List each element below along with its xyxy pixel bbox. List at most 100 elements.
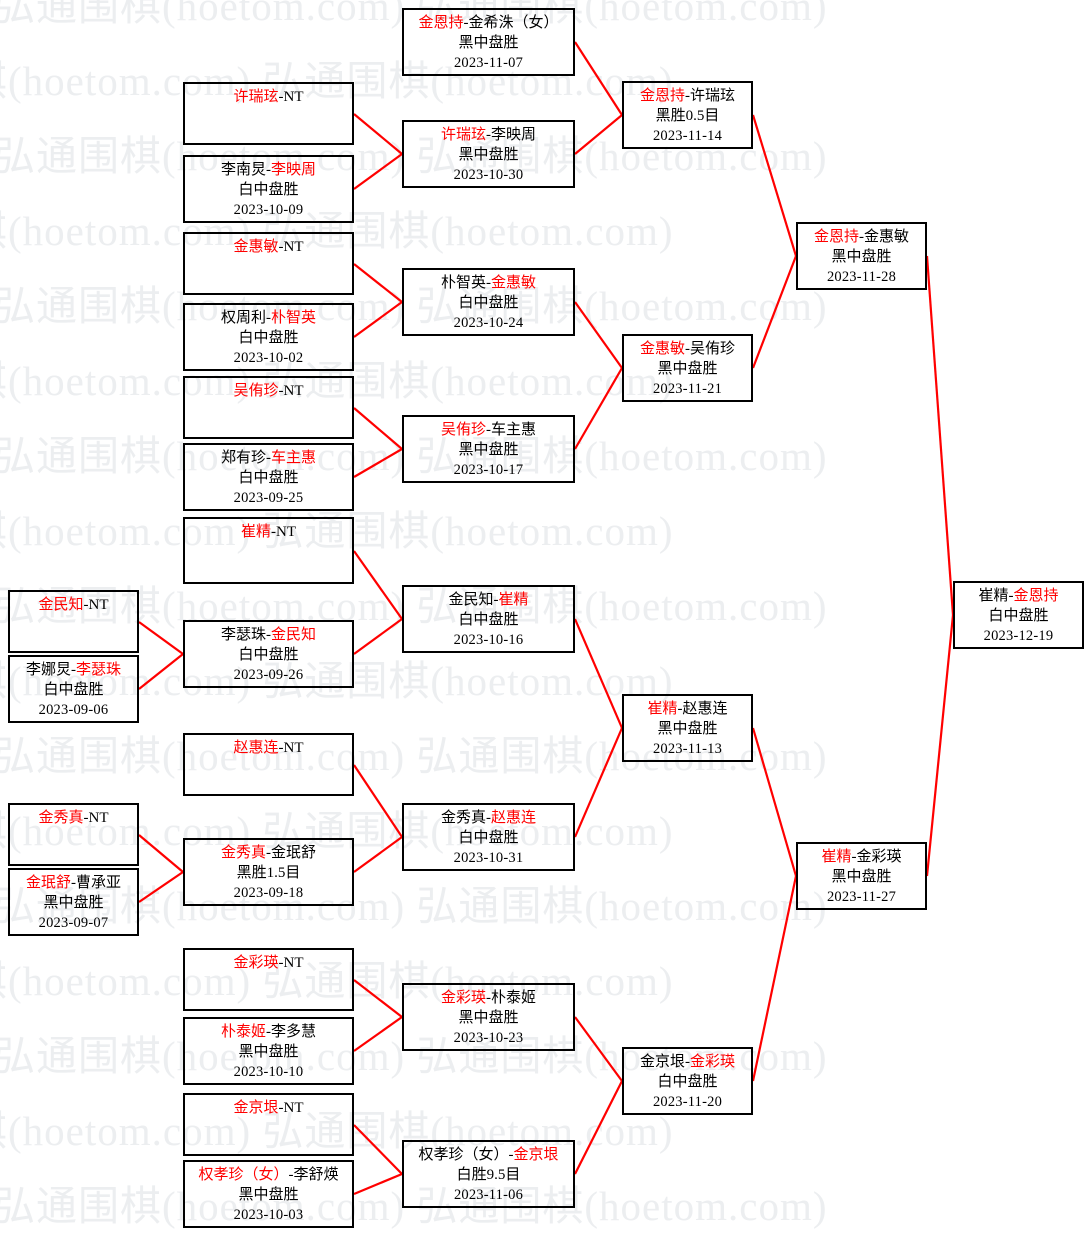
player-a-name: 金民知 — [448, 592, 494, 608]
match-box[interactable]: 金惠敏-吴侑珍 黑中盘胜 2023-11-21 — [622, 334, 753, 402]
match-date: 2023-10-09 — [233, 202, 304, 218]
match-players: 权周利-朴智英 — [185, 308, 352, 328]
match-box[interactable]: 崔精-赵惠连 黑中盘胜 2023-11-13 — [622, 694, 753, 762]
connector-line — [751, 727, 798, 877]
match-players: 金恩持-金希洙（女） — [404, 13, 573, 33]
match-result: 白中盘胜 — [43, 682, 104, 698]
match-box[interactable]: 权孝珍（女）-李舒煐 黑中盘胜 2023-10-03 — [183, 1160, 354, 1228]
match-players: 李娜炅-李瑟珠 — [10, 660, 137, 680]
player-separator: - — [685, 341, 690, 357]
match-players: 金彩瑛-NT — [185, 953, 352, 973]
match-result: 白中盘胜 — [238, 182, 299, 198]
player-a-name: 吴侑珍 — [233, 383, 279, 399]
connector-line — [353, 836, 403, 873]
watermark-text: 弘通围棋(hoetom.com) 弘通围棋(hoetom.com) — [0, 208, 674, 254]
player-b-name: 金希洙（女） — [468, 15, 559, 31]
player-a-name: 赵惠连 — [233, 740, 279, 756]
match-box[interactable]: 金京垠-NT — [183, 1093, 354, 1156]
match-result: 黑中盘胜 — [831, 869, 892, 885]
match-box[interactable]: 金秀真-NT — [8, 803, 139, 866]
match-box[interactable]: 崔精-NT — [183, 517, 354, 584]
match-players: 许瑞玹-NT — [185, 87, 352, 107]
match-box[interactable]: 金珉舒-曹承亚 黑中盘胜 2023-09-07 — [8, 868, 139, 936]
player-a-name: 金惠敏 — [639, 341, 685, 357]
match-box[interactable]: 朴泰姬-李多慧 黑中盘胜 2023-10-10 — [183, 1017, 354, 1085]
player-b-name: 李瑟珠 — [76, 662, 122, 678]
player-a-name: 金恩持 — [418, 15, 464, 31]
match-box[interactable]: 金恩持-金希洙（女） 黑中盘胜 2023-11-07 — [402, 8, 575, 76]
player-a-name: 崔精 — [978, 588, 1009, 604]
match-date: 2023-09-25 — [233, 490, 304, 506]
match-date: 2023-11-06 — [453, 1187, 524, 1203]
player-separator: - — [486, 127, 491, 143]
match-box[interactable]: 李南炅-李映周 白中盘胜 2023-10-09 — [183, 155, 354, 223]
match-box[interactable]: 郑有珍-车主惠 白中盘胜 2023-09-25 — [183, 443, 354, 511]
player-a-name: 权孝珍（女） — [198, 1167, 289, 1183]
match-box[interactable]: 金京垠-金彩瑛 白中盘胜 2023-11-20 — [622, 1047, 753, 1115]
match-players: 权孝珍（女）-李舒煐 — [185, 1165, 352, 1185]
player-separator: - — [278, 740, 284, 756]
match-result: 黑中盘胜 — [458, 35, 519, 51]
player-separator: - — [71, 875, 76, 891]
match-box[interactable]: 金民知-崔精 白中盘胜 2023-10-16 — [402, 585, 575, 653]
player-a-name: 金京垠 — [233, 1100, 279, 1116]
match-result: 白中盘胜 — [238, 470, 299, 486]
player-a-name: 金彩瑛 — [440, 990, 486, 1006]
match-box[interactable]: 权周利-朴智英 白中盘胜 2023-10-02 — [183, 303, 354, 371]
match-box[interactable]: 崔精-金恩持 白中盘胜 2023-12-19 — [953, 581, 1084, 649]
player-b-name: NT — [276, 524, 296, 540]
match-box[interactable]: 许瑞玹-李映周 黑中盘胜 2023-10-30 — [402, 120, 575, 188]
match-box[interactable]: 李娜炅-李瑟珠 白中盘胜 2023-09-06 — [8, 655, 139, 723]
connector-line — [574, 301, 623, 369]
match-box[interactable]: 金秀真-赵惠连 白中盘胜 2023-10-31 — [402, 803, 575, 871]
player-separator: - — [266, 1024, 271, 1040]
match-date: 2023-11-27 — [826, 889, 897, 905]
match-result: 黑中盘胜 — [831, 249, 892, 265]
match-box[interactable]: 金恩持-金惠敏 黑中盘胜 2023-11-28 — [796, 222, 927, 290]
match-box[interactable]: 金恩持-许瑞玹 黑胜0.5目 2023-11-14 — [622, 81, 753, 149]
player-separator: - — [271, 524, 276, 540]
player-separator: - — [83, 810, 89, 826]
player-b-name: 车主惠 — [271, 450, 317, 466]
player-b-name: 金珉舒 — [271, 845, 317, 861]
match-box[interactable]: 崔精-金彩瑛黑中盘胜 2023-11-27 — [796, 842, 927, 910]
match-box[interactable]: 赵惠连-NT — [183, 733, 354, 796]
player-b-name: 李映周 — [491, 127, 537, 143]
connector-line — [574, 114, 623, 155]
match-players: 金惠敏-吴侑珍 — [624, 339, 751, 359]
match-box[interactable]: 金民知-NT — [8, 590, 139, 653]
match-box[interactable]: 金惠敏-NT — [183, 232, 354, 295]
match-box[interactable]: 朴智英-金惠敏 白中盘胜 2023-10-24 — [402, 268, 575, 336]
player-separator: - — [278, 383, 284, 399]
match-date: 2023-10-17 — [453, 462, 524, 478]
match-players: 崔精-NT — [185, 522, 352, 542]
match-box[interactable]: 吴侑珍-NT — [183, 376, 354, 439]
player-a-name: 李瑟珠 — [220, 627, 266, 643]
match-players: 崔精-金彩瑛 — [798, 847, 925, 867]
match-result: 黑中盘胜 — [657, 721, 718, 737]
connector-line — [751, 875, 798, 1082]
watermark-text: 弘通围棋(hoetom.com) 弘通围棋(hoetom.com) — [0, 733, 828, 779]
match-players: 朴智英-金惠敏 — [404, 273, 573, 293]
match-players: 许瑞玹-李映周 — [404, 125, 573, 145]
match-box[interactable]: 金彩瑛-NT — [183, 948, 354, 1011]
match-box[interactable]: 许瑞玹-NT — [183, 82, 354, 145]
match-box[interactable]: 金秀真-金珉舒 黑胜1.5目 2023-09-18 — [183, 838, 354, 906]
match-players: 李瑟珠-金民知 — [185, 625, 352, 645]
match-players: 金民知-NT — [10, 595, 137, 615]
player-b-name: NT — [283, 89, 304, 105]
connector-line — [353, 153, 403, 190]
match-box[interactable]: 吴侑珍-车主惠 黑中盘胜 2023-10-17 — [402, 415, 575, 483]
match-players: 金惠敏-NT — [185, 237, 352, 257]
player-separator: - — [278, 239, 284, 255]
match-box[interactable]: 金彩瑛-朴泰姬 黑中盘胜 2023-10-23 — [402, 983, 575, 1051]
match-box[interactable]: 李瑟珠-金民知 白中盘胜 2023-09-26 — [183, 620, 354, 688]
match-result: 白胜9.5目 — [456, 1167, 521, 1183]
match-box[interactable]: 权孝珍（女）-金京垠 白胜9.5目 2023-11-06 — [402, 1140, 575, 1208]
match-players: 崔精-金恩持 — [955, 586, 1082, 606]
match-result: 白中盘胜 — [458, 295, 519, 311]
player-a-name: 金秀真 — [220, 845, 266, 861]
connector-line — [574, 1016, 623, 1082]
player-b-name: NT — [283, 740, 304, 756]
match-date: 2023-11-14 — [652, 128, 723, 144]
